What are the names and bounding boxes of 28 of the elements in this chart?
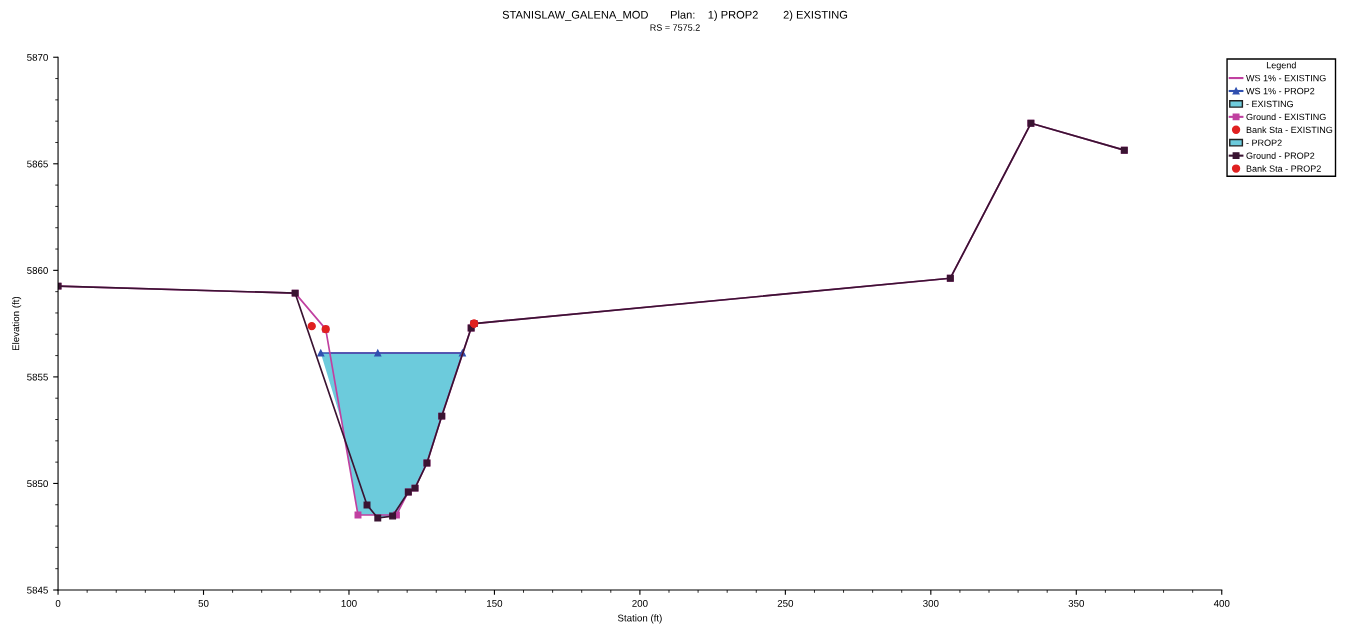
- legend-label: WS 1% - PROP2: [1246, 87, 1315, 95]
- chart-subtitle: RS = 7575.2: [650, 24, 700, 31]
- x-tick-label: 150: [487, 599, 503, 607]
- x-tick-label: 300: [923, 599, 939, 607]
- legend-label: Ground - PROP2: [1246, 152, 1315, 159]
- x-tick-label: 100: [341, 599, 357, 607]
- x-tick-label: 400: [1213, 599, 1230, 607]
- x-tick-label: 50: [198, 599, 209, 607]
- legend-label: WS 1% - EXISTING: [1246, 74, 1326, 82]
- x-tick-label: 250: [777, 599, 794, 607]
- legend-title: Legend: [1266, 61, 1296, 71]
- y-tick-label: 5845: [27, 586, 48, 594]
- chart-title: STANISLAW_GALENA_MOD Plan: 1) PROP2 2) EXISTING: [502, 10, 848, 21]
- legend-label: Bank Sta - PROP2: [1246, 165, 1321, 172]
- y-tick-label: 5850: [27, 480, 48, 488]
- x-tick-label: 200: [632, 599, 648, 607]
- y-tick-label: 5870: [27, 53, 48, 61]
- legend-label: - PROP2: [1246, 139, 1282, 146]
- y-axis-title: Elevation (ft): [12, 296, 22, 351]
- y-tick-label: 5865: [27, 160, 48, 168]
- x-axis-title: Station (ft): [617, 614, 662, 624]
- x-tick-label: 0: [55, 599, 61, 607]
- y-tick-label: 5860: [27, 267, 48, 274]
- y-tick-label: 5855: [27, 373, 48, 381]
- legend-label: Ground - EXISTING: [1246, 113, 1326, 121]
- x-tick-label: 350: [1068, 599, 1085, 607]
- legend-label: Bank Sta - EXISTING: [1246, 126, 1333, 134]
- legend-label: - EXISTING: [1246, 100, 1293, 108]
